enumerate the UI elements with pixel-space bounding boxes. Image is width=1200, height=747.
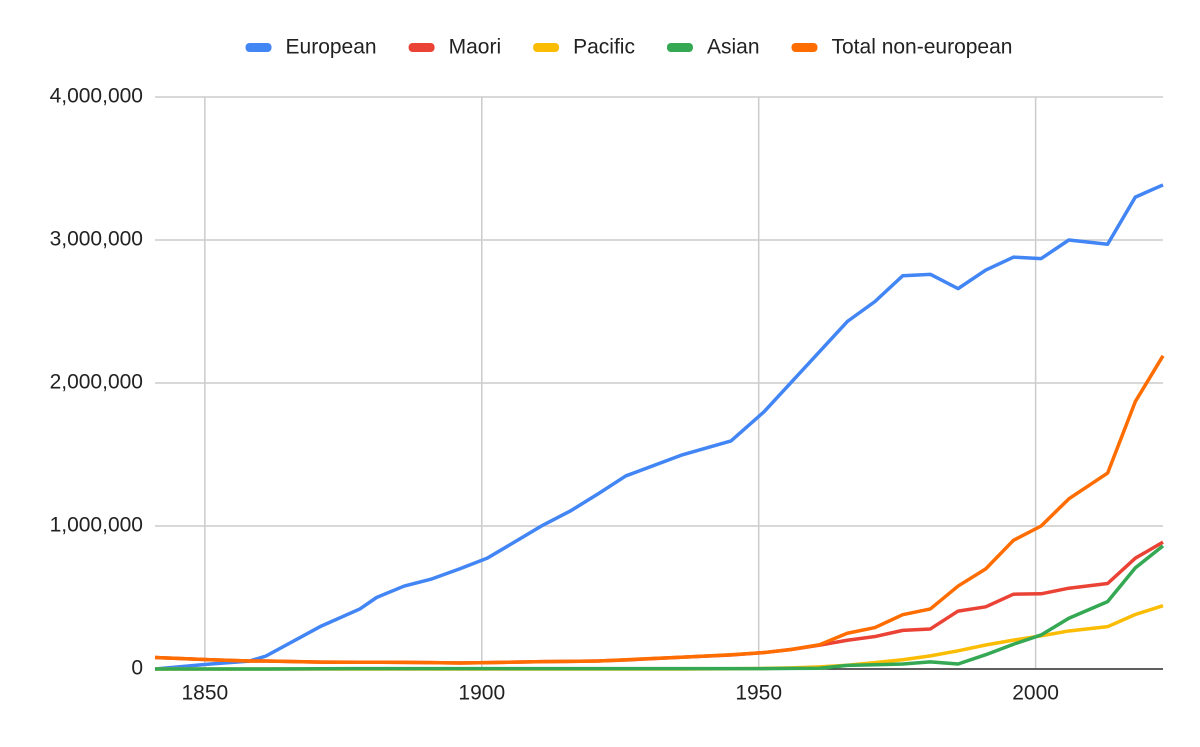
legend-label: European xyxy=(286,36,377,59)
y-tick-label: 0 xyxy=(131,657,143,680)
x-tick-label: 1900 xyxy=(458,682,505,705)
legend-label: Maori xyxy=(449,36,502,59)
y-tick-label: 3,000,000 xyxy=(50,228,143,251)
legend-swatch xyxy=(791,43,818,52)
x-tick-label: 1850 xyxy=(181,682,228,705)
y-tick-label: 2,000,000 xyxy=(50,371,143,394)
legend-label: Asian xyxy=(707,36,760,59)
legend-swatch xyxy=(666,43,693,52)
x-tick-label: 2000 xyxy=(1012,682,1059,705)
legend-label: Pacific xyxy=(573,36,635,59)
legend-swatch xyxy=(245,43,272,52)
legend-label: Total non-european xyxy=(832,36,1013,59)
y-tick-label: 4,000,000 xyxy=(50,85,143,108)
legend-swatch xyxy=(533,43,560,52)
series-line xyxy=(154,354,1165,665)
series-line xyxy=(155,544,1165,671)
y-tick-label: 1,000,000 xyxy=(50,514,143,537)
x-tick-label: 1950 xyxy=(735,682,782,705)
series-line xyxy=(154,183,1164,671)
legend-swatch xyxy=(408,43,435,52)
